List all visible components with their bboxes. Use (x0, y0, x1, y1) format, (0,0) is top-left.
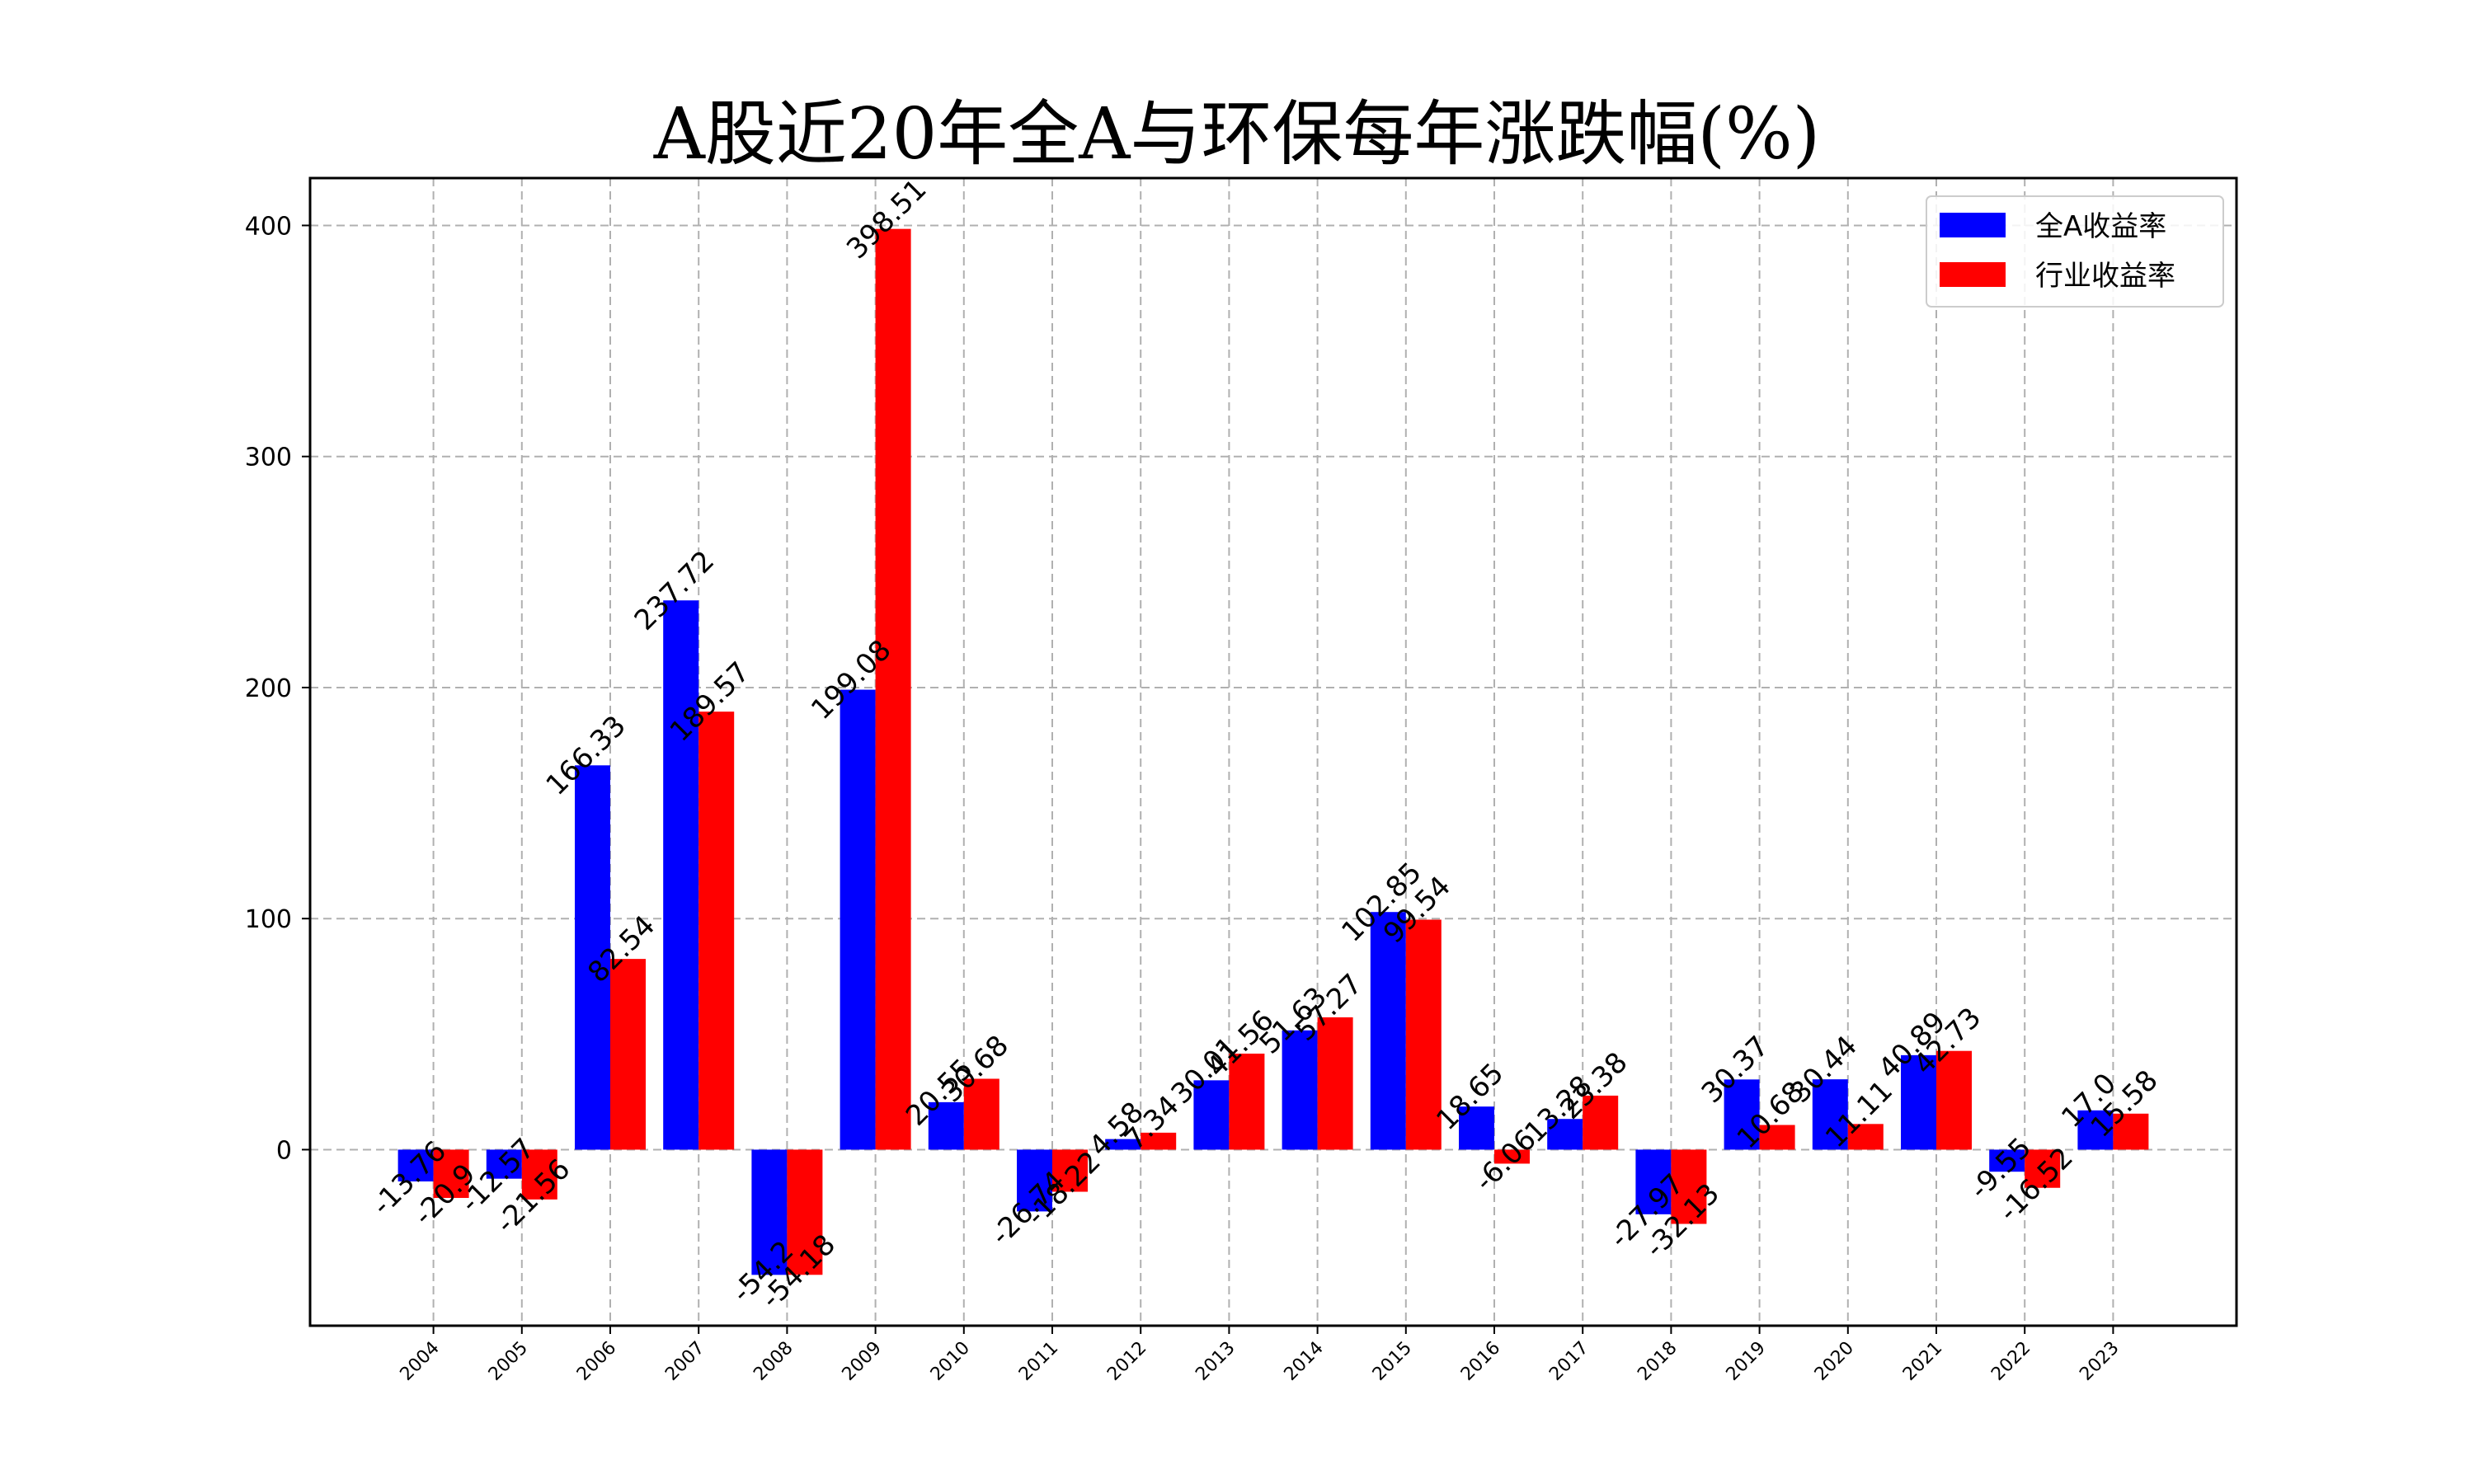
bar-industry-2012 (1141, 1132, 1177, 1150)
legend-swatch-all-a (1940, 213, 2006, 237)
x-tick-label: 2015 (1369, 1338, 1416, 1385)
bar-industry-2008 (787, 1149, 823, 1275)
bar-all-a-2020 (1812, 1079, 1848, 1150)
bar-all-a-2017 (1547, 1119, 1583, 1150)
bar-industry-2004 (433, 1149, 469, 1199)
y-tick-label: 100 (245, 905, 292, 934)
y-tick-label: 300 (245, 444, 292, 472)
bar-industry-2021 (1936, 1050, 1972, 1150)
bar-industry-2019 (1759, 1125, 1795, 1150)
x-tick-label: 2010 (927, 1338, 974, 1385)
bar-all-a-2008 (751, 1149, 788, 1275)
bar-all-a-2007 (663, 600, 699, 1150)
bar-industry-2018 (1671, 1149, 1707, 1224)
plot-frame (308, 176, 2238, 1327)
bar-all-a-2022 (1989, 1149, 2025, 1172)
x-tick-label: 2013 (1192, 1338, 1239, 1385)
x-tick-label: 2014 (1281, 1338, 1328, 1385)
bar-all-a-2014 (1282, 1030, 1318, 1150)
bars (397, 228, 2149, 1275)
x-tick-label: 2022 (1987, 1338, 2034, 1385)
bar-all-a-2018 (1635, 1149, 1672, 1214)
bar-industry-2015 (1405, 919, 1442, 1150)
bar-all-a-2015 (1370, 912, 1406, 1150)
bar-industry-2017 (1583, 1095, 1619, 1150)
y-tick-label: 0 (276, 1136, 292, 1165)
legend-label-industry: 行业收益率 (2035, 260, 2175, 293)
bar-industry-2022 (2025, 1149, 2061, 1188)
bar-industry-2011 (1052, 1149, 1088, 1192)
bar-industry-2023 (2113, 1113, 2149, 1150)
legend-label-all-a: 全A收益率 (2035, 210, 2166, 243)
x-tick-label: 2023 (2076, 1338, 2123, 1385)
bar-all-a-2011 (1017, 1149, 1052, 1212)
bar-industry-2007 (698, 711, 735, 1150)
y-tick-label: 400 (245, 212, 292, 241)
bar-all-a-2004 (397, 1149, 434, 1182)
bar-all-a-2019 (1724, 1079, 1760, 1150)
x-tick-label: 2018 (1634, 1338, 1681, 1385)
bar-all-a-2010 (928, 1101, 964, 1150)
bar-all-a-2005 (486, 1149, 522, 1179)
bar-industry-2020 (1847, 1124, 1884, 1150)
bar-all-a-2023 (2077, 1110, 2114, 1150)
bar-industry-2009 (875, 228, 911, 1150)
bar-all-a-2006 (575, 765, 610, 1150)
bar-all-a-2021 (1901, 1054, 1936, 1150)
x-tick-label: 2021 (1899, 1338, 1946, 1385)
x-tick-label: 2007 (661, 1338, 708, 1385)
bar-all-a-2009 (840, 689, 876, 1150)
x-tick-label: 2005 (485, 1338, 532, 1385)
x-tick-label: 2009 (839, 1338, 886, 1385)
bar-industry-2014 (1317, 1017, 1353, 1150)
x-tick-label: 2012 (1103, 1338, 1150, 1385)
bar-industry-2016 (1494, 1149, 1530, 1164)
x-tick-label: 2004 (397, 1338, 444, 1385)
legend-swatch-industry (1940, 262, 2006, 287)
bar-industry-2010 (963, 1078, 999, 1150)
bar-all-a-2012 (1105, 1139, 1141, 1150)
bar-all-a-2013 (1193, 1080, 1230, 1150)
x-tick-label: 2006 (573, 1338, 620, 1385)
x-tick-label: 2016 (1457, 1338, 1504, 1385)
x-tick-label: 2011 (1015, 1338, 1062, 1385)
bar-all-a-2016 (1459, 1106, 1494, 1150)
bar-industry-2013 (1229, 1053, 1265, 1150)
x-tick-label: 2017 (1545, 1338, 1592, 1385)
x-tick-label: 2019 (1723, 1338, 1770, 1385)
chart-title: A股近20年全A与环保每年涨跌幅(%) (653, 93, 1820, 176)
x-tick-label: 2020 (1811, 1338, 1858, 1385)
bar-industry-2006 (610, 959, 646, 1150)
y-tick-label: 200 (245, 674, 292, 703)
legend: 全A收益率 行业收益率 (1926, 195, 2224, 308)
x-tick-label: 2008 (750, 1338, 797, 1385)
bar-industry-2005 (521, 1149, 557, 1200)
